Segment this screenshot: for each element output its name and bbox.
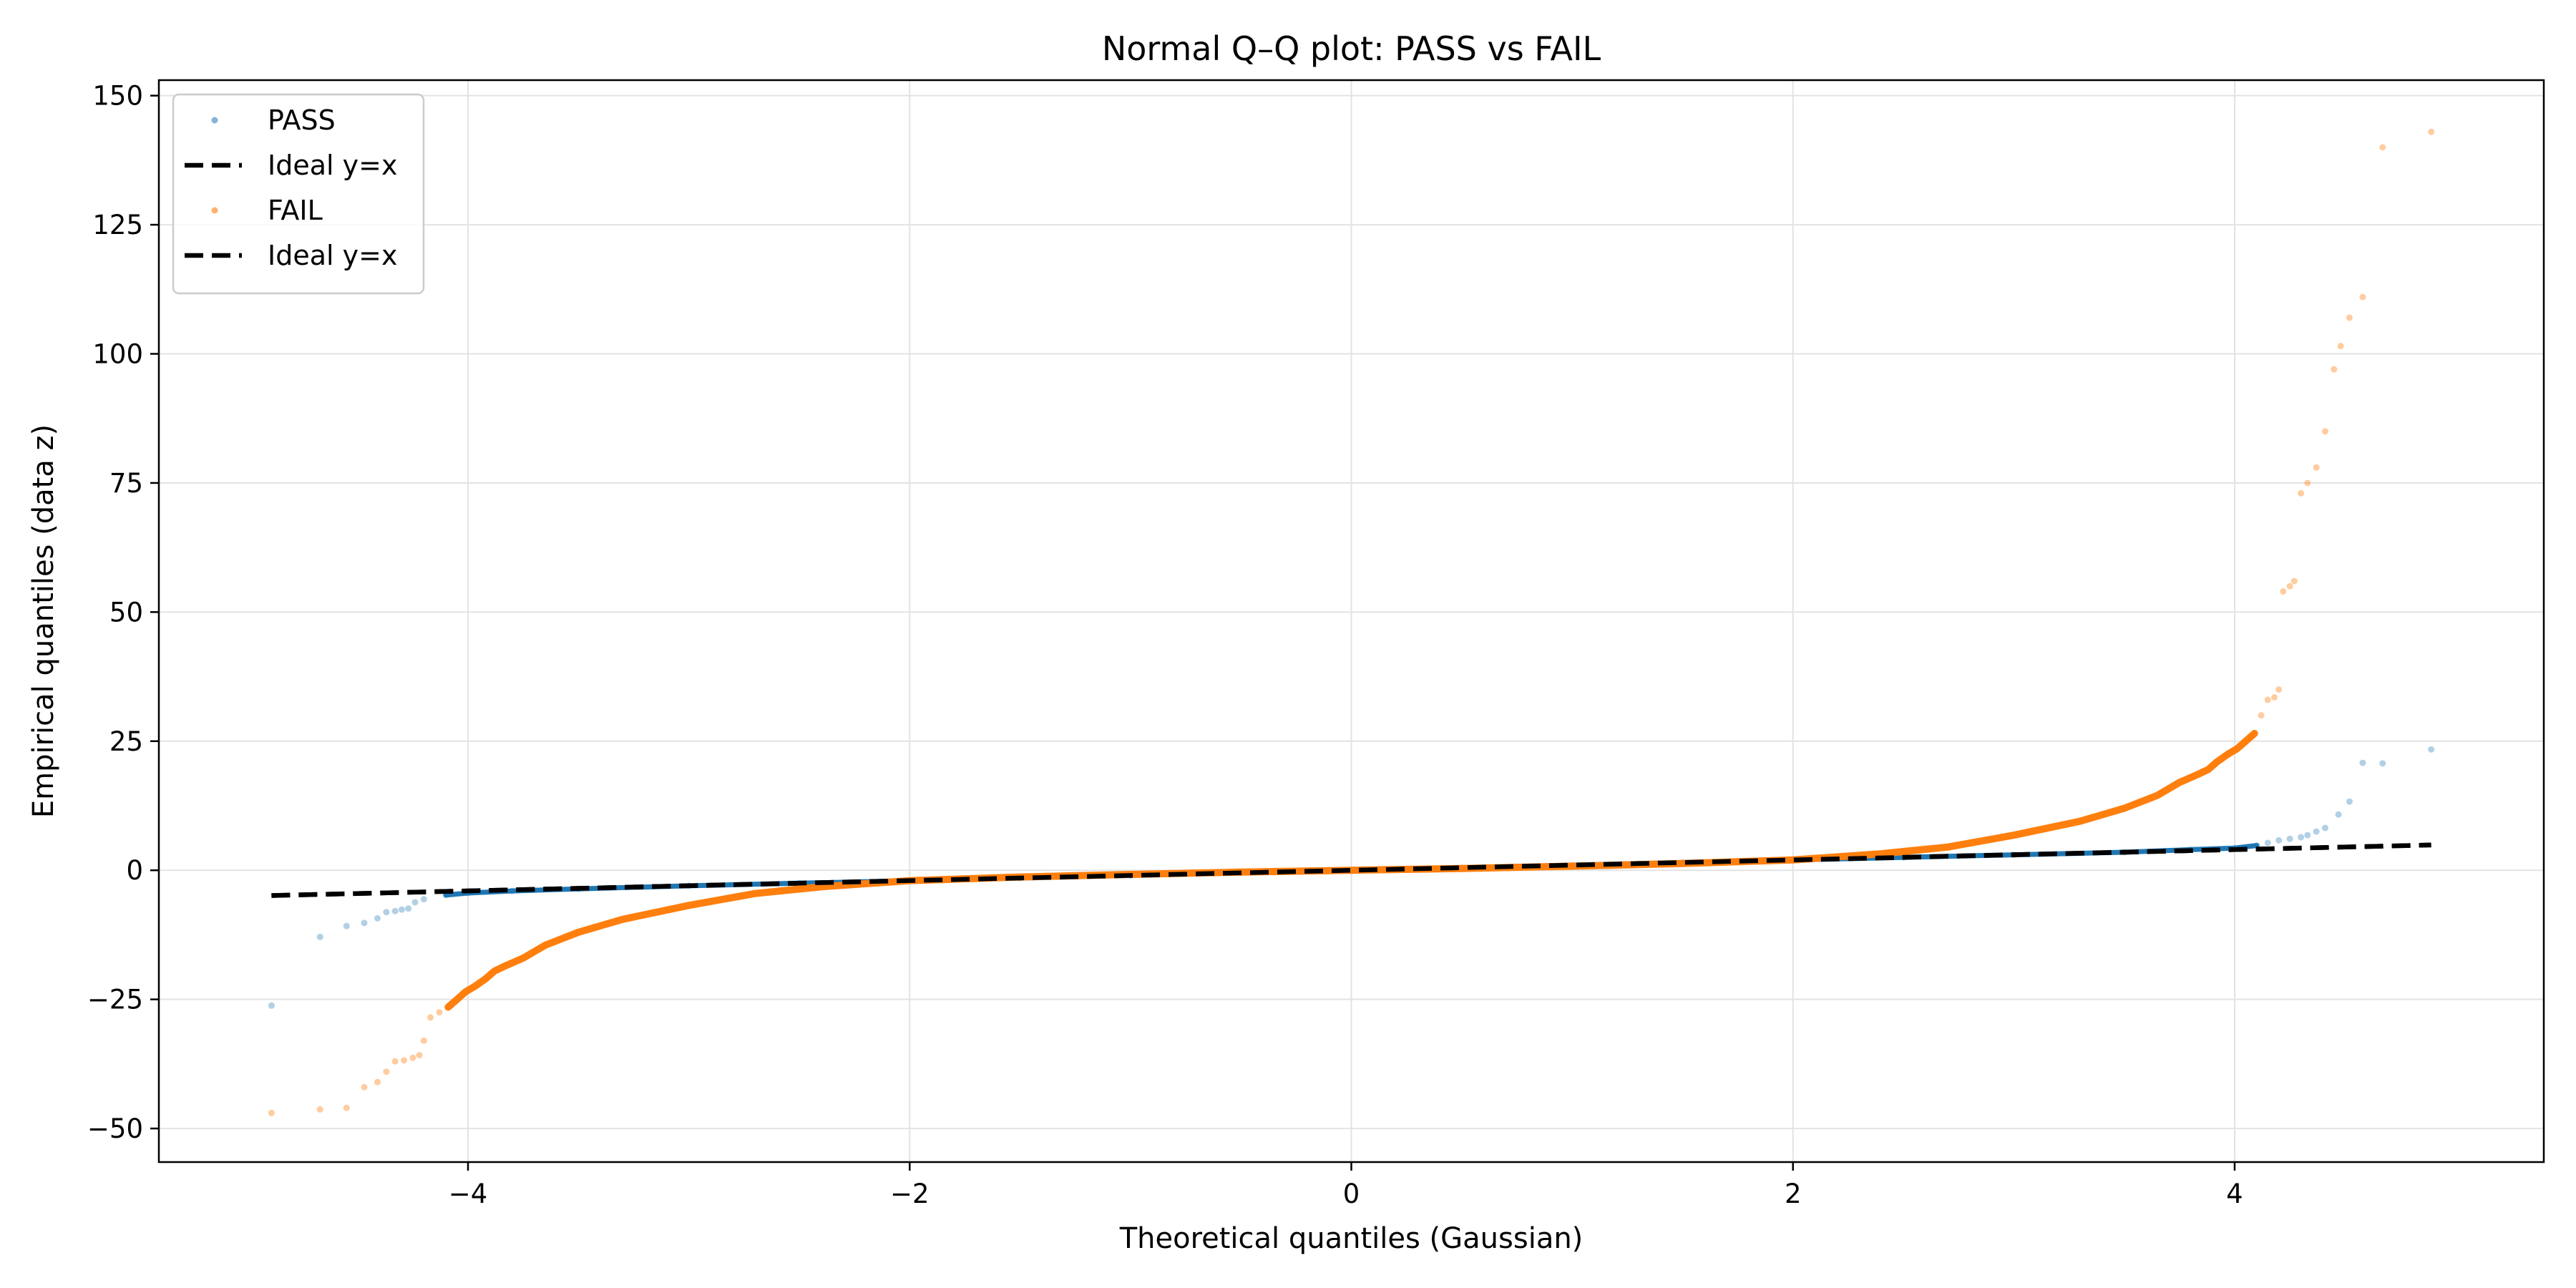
- pass-point: [420, 896, 427, 903]
- x-tick-label: 0: [1343, 1179, 1360, 1209]
- fail-point: [374, 1078, 381, 1085]
- fail-point: [436, 1009, 443, 1016]
- pass-point: [391, 907, 399, 914]
- fail-point: [420, 1037, 427, 1044]
- pass-point: [2264, 839, 2271, 847]
- legend-label: FAIL: [268, 195, 323, 226]
- x-axis-label: Theoretical quantiles (Gaussian): [1119, 1222, 1584, 1255]
- legend-label: Ideal y=x: [268, 150, 397, 181]
- x-tick-label: 2: [1785, 1179, 1802, 1209]
- fail-point: [361, 1083, 368, 1091]
- pass-point: [361, 919, 368, 927]
- y-tick-label: 25: [109, 726, 143, 757]
- axis-ticks: −4 −2 0 2 4 −50 −25 0 25 50 75 100 125 150: [87, 81, 2243, 1209]
- fail-point: [2428, 128, 2435, 135]
- pass-point: [268, 1002, 275, 1009]
- fail-point: [2359, 293, 2366, 301]
- y-tick-label: 100: [92, 339, 143, 370]
- series-3-line: [271, 842, 2431, 898]
- fail-dense-band: [444, 730, 2258, 1011]
- legend-label: Ideal y=x: [268, 240, 397, 271]
- ideal-line: [271, 842, 2431, 898]
- fail-point: [2331, 366, 2338, 373]
- fail-point: [2275, 686, 2283, 693]
- fail-point: [401, 1057, 408, 1064]
- fail-point: [391, 1058, 399, 1065]
- fail-point: [427, 1014, 434, 1021]
- pass-point: [383, 909, 390, 916]
- pass-point: [2275, 836, 2283, 844]
- pass-point: [2304, 831, 2311, 839]
- fail-point: [2298, 489, 2305, 497]
- fail-point: [416, 1052, 423, 1059]
- pass-point: [2335, 811, 2342, 818]
- fail-point: [268, 1109, 275, 1116]
- pass-point: [2359, 759, 2366, 766]
- pass-point: [2379, 760, 2386, 767]
- y-tick-label: 50: [109, 597, 143, 628]
- fail-point: [343, 1104, 350, 1111]
- pass-point: [398, 906, 405, 913]
- x-tick-label: 4: [2226, 1179, 2243, 1209]
- pass-point: [2346, 798, 2353, 805]
- fail-point: [2304, 479, 2311, 487]
- legend-label: PASS: [268, 104, 336, 136]
- pass-point: [405, 905, 412, 912]
- fail-point: [409, 1054, 416, 1061]
- fail-point: [2346, 314, 2353, 321]
- fail-point: [2379, 144, 2386, 151]
- fail-point: [383, 1068, 390, 1075]
- fail-point: [2321, 428, 2328, 435]
- legend: PASS Ideal y=x FAIL Ideal y=x: [172, 93, 425, 295]
- pass-point: [316, 933, 323, 940]
- y-tick-label: 150: [92, 81, 143, 112]
- plot-series: [268, 128, 2435, 1116]
- fail-point: [2280, 588, 2287, 595]
- y-tick-label: −50: [87, 1113, 143, 1144]
- pass-point: [2286, 835, 2293, 842]
- pass-point: [2428, 746, 2435, 753]
- pass-point: [343, 922, 350, 930]
- legend-box: [172, 93, 425, 295]
- fail-point: [2313, 464, 2320, 471]
- y-tick-label: 125: [92, 210, 143, 240]
- fail-point: [2337, 343, 2344, 350]
- pass-point: [2321, 824, 2328, 831]
- x-tick-label: −2: [890, 1179, 930, 1209]
- grid: [159, 80, 2544, 1162]
- chart-title: Normal Q–Q plot: PASS vs FAIL: [1102, 29, 1601, 68]
- legend-marker: [211, 207, 218, 214]
- pass-point: [411, 899, 419, 906]
- y-axis-label: Empirical quantiles (data z): [27, 424, 60, 818]
- y-tick-label: −25: [87, 985, 143, 1015]
- fail-point: [2270, 693, 2278, 701]
- legend-marker: [211, 117, 218, 124]
- pass-point: [2298, 834, 2305, 841]
- fail-point: [2290, 577, 2298, 585]
- y-tick-label: 75: [109, 468, 143, 499]
- pass-point: [374, 914, 381, 922]
- fail-point: [2286, 582, 2293, 590]
- fail-point: [2258, 712, 2265, 719]
- pass-point: [2313, 828, 2320, 835]
- fail-point: [316, 1106, 323, 1113]
- fail-point: [2264, 696, 2271, 703]
- x-tick-label: −4: [449, 1179, 488, 1209]
- y-tick-label: 0: [126, 855, 143, 886]
